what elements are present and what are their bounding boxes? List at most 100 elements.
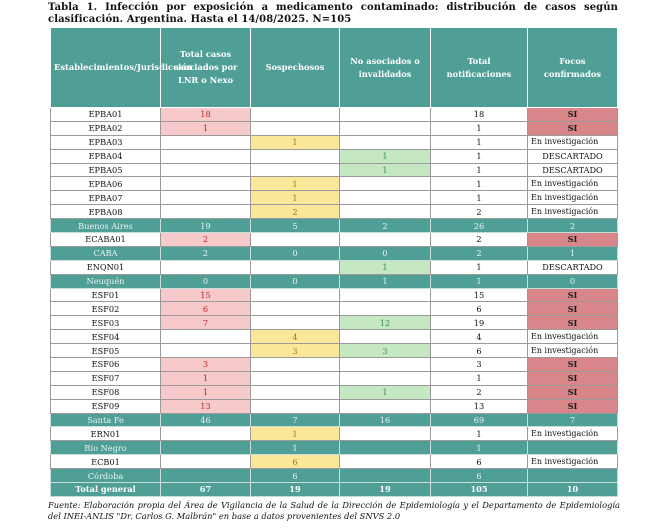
cell-total-notifications: 15 (430, 287, 528, 303)
cell-not-associated: 1 (339, 148, 431, 164)
cell-total-notifications: 1 (430, 134, 528, 150)
cell-confirmed-foci: En investigación (527, 343, 618, 359)
cell-not-associated (339, 301, 431, 317)
cell-total-notifications: 1 (430, 273, 528, 289)
cell-total-notifications: 26 (430, 218, 528, 234)
header-total-associated: Total casos asociados por LNR o Nexo (160, 27, 251, 108)
cell-suspected: 6 (250, 454, 340, 470)
jurisdiction-subtotal-row: Córdoba 6 6 (50, 468, 618, 484)
cell-not-associated (339, 287, 431, 303)
cell-associated (160, 426, 251, 442)
cell-associated: 1 (160, 120, 251, 136)
cell-total-notifications: 1 (430, 120, 528, 136)
table-row: ESF02 6 6 SI (50, 301, 618, 317)
cell-not-associated: 19 (339, 482, 431, 497)
cell-establishment: Total general (50, 482, 161, 497)
cell-suspected: 6 (250, 468, 340, 484)
cell-suspected: 3 (250, 343, 340, 359)
cell-associated: 2 (160, 232, 251, 247)
cell-suspected: 2 (250, 204, 340, 220)
cell-confirmed-foci: SI (527, 370, 618, 386)
cell-total-notifications: 1 (430, 259, 528, 275)
cell-associated (160, 148, 251, 164)
header-confirmed-foci: Focos confirmados (527, 27, 618, 108)
table-container: Establecimientos/Jurisdicción Total caso… (50, 27, 618, 497)
cell-associated: 0 (160, 273, 251, 289)
cell-associated: 1 (160, 370, 251, 386)
cell-total-notifications: 13 (430, 398, 528, 414)
cell-not-associated (339, 357, 431, 372)
cell-associated: 18 (160, 107, 251, 122)
cell-confirmed-foci: En investigación (527, 204, 618, 220)
cell-not-associated (339, 120, 431, 136)
cell-total-notifications: 1 (430, 370, 528, 386)
table-row: EPBA04 1 1 DESCARTADO (50, 148, 618, 164)
cell-confirmed-foci: SI (527, 232, 618, 247)
cell-establishment: ECB01 (50, 454, 161, 470)
cell-confirmed-foci (527, 440, 618, 456)
table-row: EPBA02 1 1 SI (50, 120, 618, 136)
cell-establishment: ESF04 (50, 329, 161, 345)
cell-suspected (250, 287, 340, 303)
table-row: ENQN01 1 1 DESCARTADO (50, 259, 618, 275)
cell-not-associated (339, 134, 431, 150)
cell-associated: 46 (160, 412, 251, 428)
cell-suspected: 1 (250, 440, 340, 456)
cell-confirmed-foci: DESCARTADO (527, 148, 618, 164)
cell-total-notifications: 4 (430, 329, 528, 345)
table-row: ESF04 4 4 En investigación (50, 329, 618, 345)
cell-associated (160, 440, 251, 456)
cell-associated (160, 134, 251, 150)
cell-confirmed-foci: 1 (527, 245, 618, 261)
cell-establishment: Buenos Aires (50, 218, 161, 234)
jurisdiction-subtotal-row: Buenos Aires 19 5 2 26 2 (50, 218, 618, 234)
cell-suspected (250, 370, 340, 386)
table-row: ESF08 1 1 2 SI (50, 384, 618, 400)
cell-total-notifications: 1 (430, 440, 528, 456)
cell-total-notifications: 69 (430, 412, 528, 428)
cell-confirmed-foci: SI (527, 357, 618, 372)
table-row: ESF01 15 15 SI (50, 287, 618, 303)
cell-not-associated (339, 454, 431, 470)
cell-establishment: ESF02 (50, 301, 161, 317)
cell-confirmed-foci: SI (527, 120, 618, 136)
grand-total-row: Total general 67 19 19 105 10 (50, 482, 618, 497)
cell-total-notifications: 19 (430, 315, 528, 331)
cell-confirmed-foci (527, 468, 618, 484)
cell-total-notifications: 18 (430, 107, 528, 122)
cell-total-notifications: 2 (430, 245, 528, 261)
cell-confirmed-foci: SI (527, 287, 618, 303)
cell-associated: 6 (160, 301, 251, 317)
cell-suspected (250, 398, 340, 414)
cell-total-notifications: 1 (430, 176, 528, 192)
cell-associated: 67 (160, 482, 251, 497)
cell-confirmed-foci: En investigación (527, 426, 618, 442)
cell-total-notifications: 105 (430, 482, 528, 497)
cell-establishment: EPBA07 (50, 190, 161, 206)
cell-establishment: EPBA08 (50, 204, 161, 220)
cell-associated (160, 204, 251, 220)
cell-confirmed-foci: DESCARTADO (527, 259, 618, 275)
cell-establishment: ERN01 (50, 426, 161, 442)
source-footnote: Fuente: Elaboración propia del Área de V… (48, 500, 620, 521)
cell-establishment: ESF08 (50, 384, 161, 400)
cell-not-associated (339, 204, 431, 220)
cell-associated (160, 162, 251, 178)
cell-suspected (250, 357, 340, 372)
cell-total-notifications: 1 (430, 148, 528, 164)
jurisdiction-subtotal-row: Santa Fe 46 7 16 69 7 (50, 412, 618, 428)
cell-associated (160, 176, 251, 192)
cell-not-associated: 12 (339, 315, 431, 331)
cell-confirmed-foci: 0 (527, 273, 618, 289)
table-row: ESF06 3 3 SI (50, 357, 618, 372)
cell-suspected: 19 (250, 482, 340, 497)
cell-suspected: 4 (250, 329, 340, 345)
cell-suspected (250, 120, 340, 136)
cell-suspected (250, 259, 340, 275)
header-establishment: Establecimientos/Jurisdicción (50, 27, 193, 108)
table-title: Tabla 1. Infección por exposición a medi… (48, 2, 618, 25)
cell-associated: 13 (160, 398, 251, 414)
cell-associated (160, 259, 251, 275)
cell-associated: 7 (160, 315, 251, 331)
cell-establishment: Río Negro (50, 440, 161, 456)
